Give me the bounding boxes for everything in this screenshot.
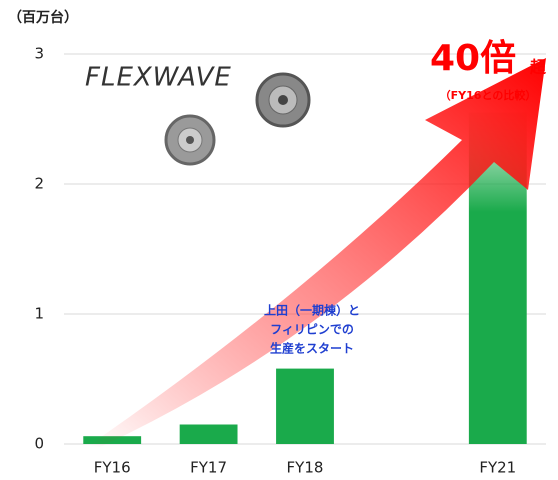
x-tick-label: FY18 [287,459,324,477]
multiplier-suffix: 超 [529,58,547,77]
y-tick-label: 3 [34,45,44,63]
x-tick-label: FY17 [190,459,227,477]
multiplier: 40倍 [430,38,516,79]
chart: （百万台） FLEXWAVE 40倍 超 （FY16との比較） 上田（一期棟）と… [0,0,558,480]
y-tick-label: 2 [34,175,44,193]
callout-line: 生産をスタート [270,341,354,356]
bar [276,369,334,444]
callout-line: 上田（一期棟）と [264,303,360,318]
y-tick-label: 1 [34,305,44,323]
y-tick-label: 0 [34,435,44,453]
logo: FLEXWAVE [85,63,232,93]
callout-line: フィリピンでの [270,323,354,337]
comparison-note: （FY16との比較） [440,88,537,102]
x-tick-label: FY21 [479,459,516,477]
x-tick-label: FY16 [94,459,131,477]
bar [180,425,238,445]
y-axis-label: （百万台） [8,9,78,26]
